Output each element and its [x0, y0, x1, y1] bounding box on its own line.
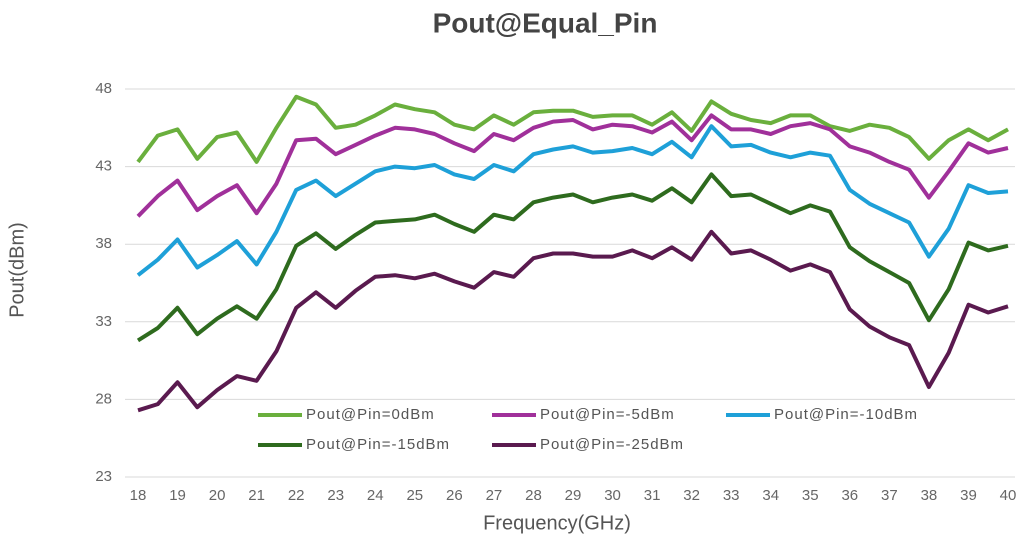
x-tick-label: 36 — [841, 487, 858, 504]
x-tick-label: 25 — [406, 487, 423, 504]
line-series — [136, 113, 1009, 218]
x-tick-label: 35 — [802, 487, 819, 504]
x-tick-label: 31 — [644, 487, 661, 504]
x-tick-label: 22 — [288, 487, 305, 504]
chart-title: Pout@Equal_Pin — [433, 7, 658, 38]
x-tick-label: 28 — [525, 487, 542, 504]
y-tick-label: 48 — [95, 80, 112, 97]
legend-label: Pout@Pin=-10dBm — [774, 406, 918, 423]
x-tick-label: 26 — [446, 487, 463, 504]
line-series — [136, 172, 1009, 343]
legend-label: Pout@Pin=-25dBm — [540, 436, 684, 453]
x-axis-label: Frequency(GHz) — [483, 512, 631, 534]
x-tick-label: 32 — [683, 487, 700, 504]
line-series — [136, 94, 1009, 164]
legend-label: Pout@Pin=-15dBm — [306, 436, 450, 453]
legend-label: Pout@Pin=-5dBm — [540, 406, 675, 423]
x-tick-label: 24 — [367, 487, 384, 504]
y-tick-label: 33 — [95, 313, 112, 330]
x-tick-label: 29 — [565, 487, 582, 504]
x-tick-label: 34 — [762, 487, 779, 504]
x-tick-label: 18 — [130, 487, 147, 504]
x-tick-label: 38 — [921, 487, 938, 504]
x-tick-label: 30 — [604, 487, 621, 504]
line-series — [136, 124, 1009, 277]
y-tick-label: 28 — [95, 390, 112, 407]
legend-label: Pout@Pin=0dBm — [306, 406, 435, 423]
x-tick-label: 39 — [960, 487, 977, 504]
x-tick-label: 40 — [1000, 487, 1017, 504]
y-tick-label: 23 — [95, 468, 112, 485]
x-tick-label: 23 — [327, 487, 344, 504]
x-tick-label: 20 — [209, 487, 226, 504]
y-tick-label: 38 — [95, 235, 112, 252]
x-tick-label: 37 — [881, 487, 898, 504]
line-series — [137, 229, 1009, 413]
x-tick-label: 19 — [169, 487, 186, 504]
x-tick-label: 21 — [248, 487, 265, 504]
x-tick-label: 27 — [486, 487, 503, 504]
y-axis-label: Pout(dBm) — [6, 222, 28, 318]
x-tick-label: 33 — [723, 487, 740, 504]
y-tick-label: 43 — [95, 158, 112, 175]
